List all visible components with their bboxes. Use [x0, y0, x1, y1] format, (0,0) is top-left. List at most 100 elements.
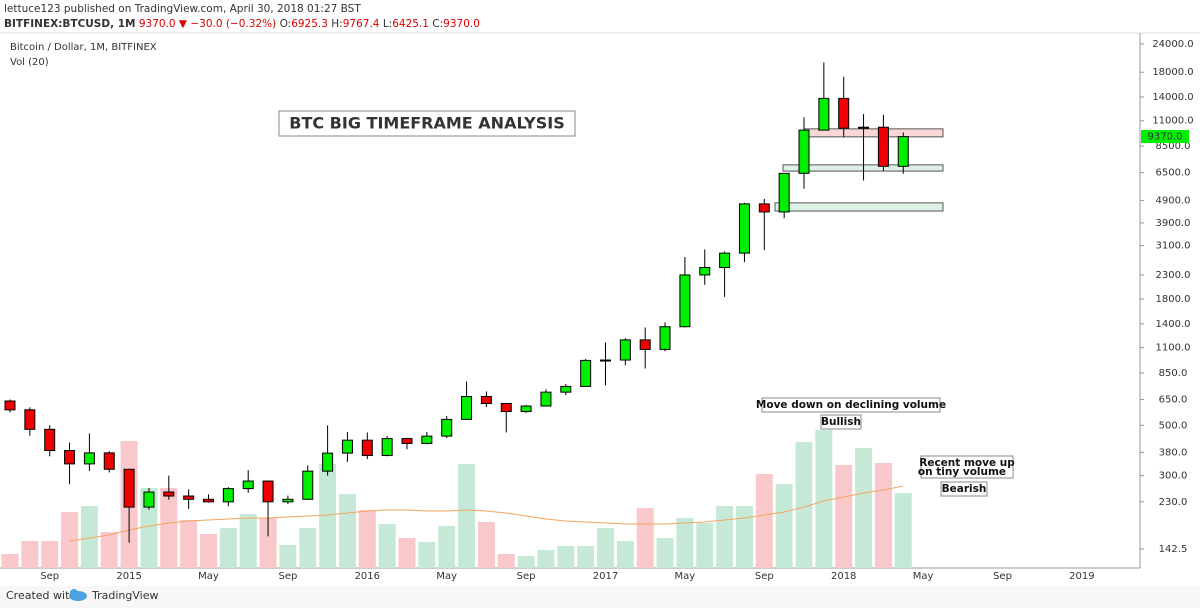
- candle-body: [262, 480, 274, 503]
- annotation: Bullish: [821, 416, 861, 428]
- y-tick-label: 8500.0: [1156, 141, 1191, 152]
- candle-body: [500, 402, 512, 413]
- x-tick-label: May: [675, 571, 696, 582]
- candle-body: [877, 126, 889, 167]
- candle-body: [480, 395, 492, 404]
- candle-body: [461, 395, 473, 420]
- volume-bar: [795, 442, 813, 568]
- volume-bar: [358, 510, 376, 568]
- y-tick-label: 2300.0: [1156, 270, 1191, 281]
- candle-body: [639, 339, 651, 350]
- ohlc-label: L:: [383, 18, 392, 30]
- x-tick-label: Sep: [755, 571, 774, 582]
- x-tick-label: Sep: [993, 571, 1012, 582]
- candle-body: [381, 438, 393, 457]
- candle-body: [699, 267, 711, 276]
- candle-body: [580, 359, 592, 387]
- candle-body: [322, 452, 334, 472]
- footer-brand[interactable]: TradingView: [91, 589, 158, 602]
- annotation-box: [940, 481, 988, 497]
- candle-body: [778, 172, 790, 213]
- x-tick-label: 2015: [116, 571, 141, 582]
- candle-body: [679, 274, 691, 328]
- y-tick-label: 300.0: [1159, 471, 1188, 482]
- y-tick-label: 11000.0: [1152, 116, 1193, 127]
- x-tick-label: Sep: [517, 571, 536, 582]
- x-tick-label: 2018: [831, 571, 856, 582]
- volume-bar: [200, 534, 217, 568]
- ohlc-label: O:: [280, 18, 292, 30]
- volume-bar: [557, 546, 575, 568]
- price-zone: [774, 202, 944, 212]
- volume-bar: [894, 493, 912, 568]
- volume-bar: [219, 528, 237, 568]
- volume-bar: [517, 556, 535, 568]
- x-tick-label: 2019: [1069, 571, 1094, 582]
- footer-text: Created with: [6, 589, 76, 602]
- volume-bar: [1, 554, 19, 568]
- candle-body: [441, 418, 453, 437]
- annotation-box: [761, 397, 941, 413]
- x-tick-label: May: [436, 571, 457, 582]
- title-box: [278, 110, 576, 137]
- y-tick-label: 500.0: [1159, 420, 1188, 431]
- candle-body: [24, 409, 36, 430]
- y-tick-label: 3900.0: [1156, 218, 1191, 229]
- candle-body: [242, 480, 254, 490]
- candle-body: [282, 498, 294, 503]
- x-tick-label: 2016: [355, 571, 380, 582]
- volume-bar: [299, 528, 317, 568]
- volume-bar: [616, 541, 634, 568]
- candle-body: [143, 491, 155, 508]
- volume-bar: [855, 448, 873, 568]
- x-tick-label: May: [913, 571, 934, 582]
- annotation: Bearish: [942, 483, 987, 495]
- footer: [0, 586, 1200, 608]
- y-tick-label: 230.0: [1159, 497, 1188, 508]
- volume-bar: [835, 465, 853, 568]
- candle-body: [897, 136, 909, 167]
- ohlc-value: 6925.3: [291, 18, 328, 30]
- volume-bar: [418, 542, 436, 568]
- volume-bar: [438, 526, 456, 568]
- candle-body: [302, 470, 314, 500]
- candle-body: [64, 450, 76, 465]
- volume-bar: [815, 430, 833, 568]
- y-tick-label: 1400.0: [1156, 319, 1191, 330]
- ohlc-value: 9370.0: [443, 18, 480, 30]
- annotation: Move down on declining volume: [756, 399, 946, 411]
- publisher: lettuce123 published on TradingView.com,…: [4, 3, 361, 15]
- annotation-box: [820, 414, 862, 430]
- volume-bar: [696, 523, 714, 568]
- y-tick-label: 850.0: [1159, 368, 1188, 379]
- ohlc-label: C:: [432, 18, 443, 30]
- volume-bar: [41, 541, 59, 568]
- candle-body: [818, 97, 830, 131]
- volume-bar: [80, 506, 98, 568]
- y-tick-label: 650.0: [1159, 394, 1188, 405]
- price-zone: [782, 164, 944, 172]
- volume-bar: [259, 518, 277, 568]
- volume-bar: [160, 488, 178, 568]
- y-tick-label: 4900.0: [1156, 195, 1191, 206]
- volume-bar: [597, 528, 614, 568]
- volume-bar: [100, 532, 118, 568]
- last: 9370.0: [139, 18, 176, 30]
- x-tick-label: 2017: [593, 571, 618, 582]
- candle-body: [421, 435, 433, 444]
- arrow: ▼: [179, 18, 188, 30]
- candle-body: [401, 438, 413, 444]
- annotation: on tiny volume: [918, 466, 1006, 478]
- symbol: BITFINEX:BTCUSD, 1M: [4, 18, 135, 30]
- volume-bar: [61, 512, 79, 568]
- plot: 24000.0 18000.0 14000.0 11000.0 8500.0 6500.0…: [0, 33, 1194, 582]
- legend-title: Bitcoin / Dollar, 1M, BITFINEX: [10, 42, 157, 53]
- candle-body: [719, 252, 731, 269]
- volume-bar: [874, 463, 892, 568]
- logo: [69, 589, 87, 601]
- x-tick-label: Sep: [40, 571, 59, 582]
- ohlc-value: 6425.1: [392, 18, 429, 30]
- candle-body: [520, 405, 532, 413]
- change: −30.0 (−0.32%): [190, 18, 276, 30]
- volume-bar: [338, 494, 356, 568]
